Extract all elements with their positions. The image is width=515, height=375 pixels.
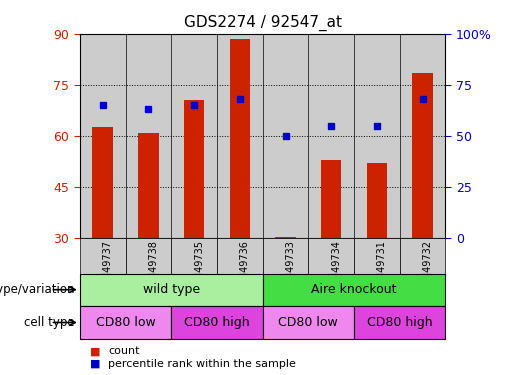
Text: GSM49735: GSM49735 — [194, 240, 204, 293]
Text: Aire knockout: Aire knockout — [311, 283, 397, 296]
Bar — [126, 238, 171, 274]
Bar — [171, 306, 263, 339]
Bar — [171, 34, 217, 238]
Bar — [171, 238, 217, 274]
Bar — [308, 238, 354, 274]
Bar — [413, 73, 433, 238]
Bar — [354, 238, 400, 274]
Bar — [367, 163, 387, 238]
Bar — [321, 160, 341, 238]
Text: CD80 low: CD80 low — [96, 316, 156, 329]
Text: GSM49734: GSM49734 — [331, 240, 341, 293]
Bar — [126, 34, 171, 238]
Title: GDS2274 / 92547_at: GDS2274 / 92547_at — [184, 15, 341, 31]
Bar — [400, 238, 445, 274]
Bar — [80, 274, 263, 306]
Text: ■: ■ — [90, 359, 100, 369]
Bar — [184, 100, 204, 238]
Text: GSM49731: GSM49731 — [377, 240, 387, 293]
Bar — [308, 34, 354, 238]
Bar — [217, 238, 263, 274]
Text: ■: ■ — [90, 346, 100, 356]
Text: GSM49738: GSM49738 — [148, 240, 159, 293]
Text: GSM49733: GSM49733 — [285, 240, 296, 293]
Text: percentile rank within the sample: percentile rank within the sample — [108, 359, 296, 369]
Text: GSM49736: GSM49736 — [240, 240, 250, 293]
Bar — [263, 238, 308, 274]
Text: GSM49732: GSM49732 — [423, 240, 433, 293]
Text: cell type: cell type — [24, 316, 75, 329]
Bar — [275, 237, 296, 238]
Bar — [217, 34, 263, 238]
Bar — [263, 274, 445, 306]
Text: genotype/variation: genotype/variation — [0, 283, 75, 296]
Bar — [230, 39, 250, 238]
Bar — [354, 306, 445, 339]
Text: count: count — [108, 346, 140, 356]
Text: CD80 high: CD80 high — [184, 316, 250, 329]
Text: CD80 low: CD80 low — [279, 316, 338, 329]
Bar — [400, 34, 445, 238]
Text: GSM49737: GSM49737 — [102, 240, 113, 293]
Bar — [138, 132, 159, 238]
Bar — [80, 34, 126, 238]
Bar — [80, 306, 171, 339]
Bar — [92, 128, 113, 238]
Bar — [354, 34, 400, 238]
Text: wild type: wild type — [143, 283, 200, 296]
Bar — [263, 34, 308, 238]
Bar — [80, 238, 126, 274]
Text: CD80 high: CD80 high — [367, 316, 433, 329]
Bar — [263, 306, 354, 339]
